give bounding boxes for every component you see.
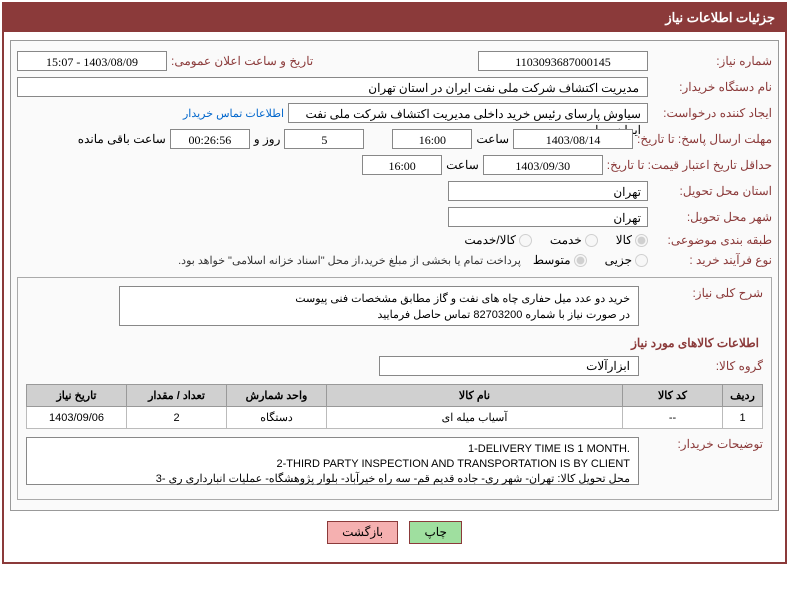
- main-form: شماره نیاز: 1103093687000145 تاریخ و ساع…: [10, 40, 779, 511]
- back-button[interactable]: بازگشت: [327, 521, 398, 544]
- category-label: طبقه بندی موضوعی:: [652, 233, 772, 247]
- need-no-field: 1103093687000145: [478, 51, 648, 71]
- table-row: 1 -- آسیاب میله ای دستگاه 2 1403/09/06: [27, 407, 763, 429]
- th-row: ردیف: [723, 385, 763, 407]
- notes-label: توضیحات خریدار:: [643, 437, 763, 451]
- desc-label: شرح کلی نیاز:: [643, 286, 763, 300]
- goods-table: ردیف کد کالا نام کالا واحد شمارش تعداد /…: [26, 384, 763, 429]
- th-date: تاریخ نیاز: [27, 385, 127, 407]
- buyer-org-field: مدیریت اکتشاف شرکت ملی نفت ایران در استا…: [17, 77, 648, 97]
- radio-medium[interactable]: متوسط: [533, 253, 587, 267]
- requester-field: سیاوش پارسای رئیس خرید داخلی مدیریت اکتش…: [288, 103, 648, 123]
- radio-both[interactable]: کالا/خدمت: [464, 233, 531, 247]
- page-header: جزئیات اطلاعات نیاز: [4, 4, 785, 32]
- resp-time-field: 16:00: [392, 129, 472, 149]
- th-unit: واحد شمارش: [227, 385, 327, 407]
- th-qty: تعداد / مقدار: [127, 385, 227, 407]
- days-and-label: روز و: [254, 132, 281, 146]
- need-no-label: شماره نیاز:: [652, 54, 772, 68]
- goods-group-field: ابزارآلات: [379, 356, 639, 376]
- province-label: استان محل تحویل:: [652, 184, 772, 198]
- requester-label: ایجاد کننده درخواست:: [652, 106, 772, 120]
- ptype-label: نوع فرآیند خرید :: [652, 253, 772, 267]
- radio-service[interactable]: خدمت: [550, 233, 598, 247]
- announce-label: تاریخ و ساعت اعلان عمومی:: [171, 54, 313, 68]
- radio-goods[interactable]: کالا: [616, 233, 648, 247]
- goods-info-title: اطلاعات کالاهای مورد نیاز: [30, 336, 759, 350]
- hour-label-1: ساعت: [476, 132, 509, 146]
- city-field: تهران: [448, 207, 648, 227]
- th-code: کد کالا: [623, 385, 723, 407]
- valid-date-field: 1403/09/30: [483, 155, 603, 175]
- buyer-contact-link[interactable]: اطلاعات تماس خریدار: [183, 107, 284, 120]
- desc-textarea: خرید دو عدد میل حفاری چاه های نفت و گاز …: [119, 286, 639, 326]
- hour-label-2: ساعت: [446, 158, 479, 172]
- province-field: تهران: [448, 181, 648, 201]
- remain-label: ساعت باقی مانده: [78, 132, 166, 146]
- valid-time-field: 16:00: [362, 155, 442, 175]
- radio-small[interactable]: جزیی: [605, 253, 648, 267]
- remain-days-field: 5: [284, 129, 364, 149]
- remain-time-field: 00:26:56: [170, 129, 250, 149]
- resp-deadline-label: مهلت ارسال پاسخ: تا تاریخ:: [637, 132, 772, 146]
- city-label: شهر محل تحویل:: [652, 210, 772, 224]
- buyer-org-label: نام دستگاه خریدار:: [652, 80, 772, 94]
- th-name: نام کالا: [327, 385, 623, 407]
- notes-textarea: 1-DELIVERY TIME IS 1 MONTH. 2-THIRD PART…: [26, 437, 639, 485]
- announce-field: 1403/08/09 - 15:07: [17, 51, 167, 71]
- resp-date-field: 1403/08/14: [513, 129, 633, 149]
- goods-group-label: گروه کالا:: [643, 359, 763, 373]
- payment-note: پرداخت تمام یا بخشی از مبلغ خرید،از محل …: [178, 254, 521, 267]
- print-button[interactable]: چاپ: [409, 521, 461, 544]
- validity-label: حداقل تاریخ اعتبار قیمت: تا تاریخ:: [607, 158, 772, 172]
